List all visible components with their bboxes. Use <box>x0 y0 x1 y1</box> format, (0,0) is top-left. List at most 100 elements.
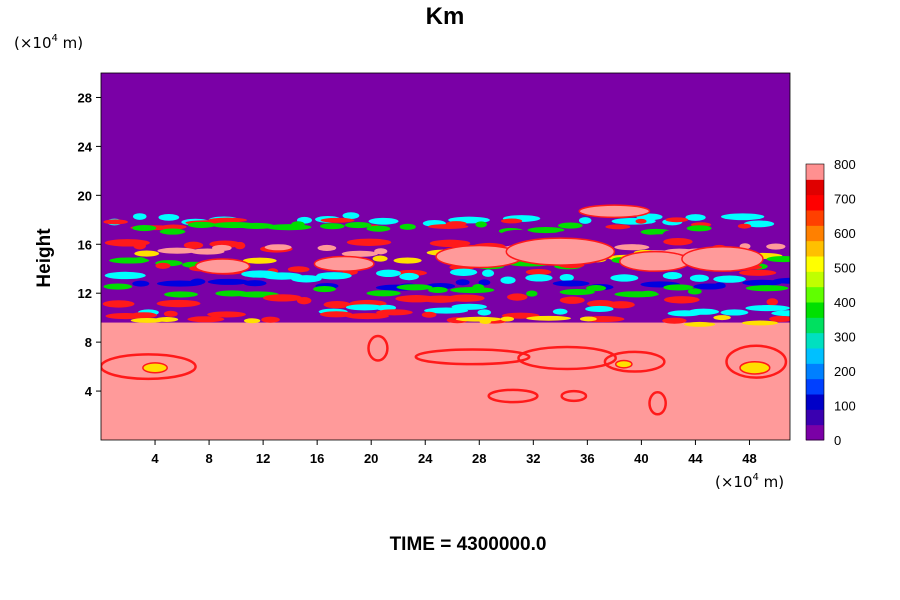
turbulence-blob <box>662 272 683 280</box>
colorbar-segment <box>806 302 824 318</box>
turbulence-blob <box>449 268 478 276</box>
turbulence-blob <box>446 294 485 302</box>
colorbar-tick-label: 800 <box>834 157 856 172</box>
turbulence-blob <box>745 285 789 292</box>
colorbar-frame <box>805 163 825 441</box>
turbulence-blob <box>207 278 250 285</box>
turbulence-blob <box>399 272 419 281</box>
x-tick-label: 44 <box>688 451 703 466</box>
colorbar-segment <box>806 164 824 180</box>
colorbar-segment <box>806 179 824 196</box>
turbulence-blob <box>605 224 631 230</box>
turbulence-blob <box>455 279 470 286</box>
turbulence-blob <box>610 274 639 282</box>
turbulence-blob <box>472 283 485 291</box>
turbulence-blob <box>291 275 322 283</box>
high-value-patch <box>578 204 651 219</box>
turbulence-blob <box>689 274 709 282</box>
turbulence-blob <box>103 283 133 290</box>
colorbar-tick-label: 300 <box>834 330 856 345</box>
turbulence-blob <box>665 217 689 223</box>
turbulence-blob <box>579 316 597 322</box>
turbulence-blob <box>478 279 491 286</box>
turbulence-blob <box>614 244 650 251</box>
turbulence-blob <box>720 309 749 316</box>
turbulence-blob <box>262 294 303 302</box>
turbulence-blob <box>346 238 392 246</box>
turbulence-blob <box>559 273 574 282</box>
turbulence-blob <box>635 218 647 224</box>
colorbar-tick-label: 0 <box>834 433 841 448</box>
colorbar-tick-label: 700 <box>834 192 856 207</box>
yellow-core <box>142 362 168 374</box>
turbulence-blob <box>663 284 694 291</box>
turbulence-blob <box>318 232 338 244</box>
x-tick-label: 12 <box>256 451 270 466</box>
turbulence-blob <box>605 234 622 246</box>
turbulence-blob <box>342 212 360 220</box>
colorbar-segment <box>806 194 824 211</box>
turbulence-blob <box>132 213 147 220</box>
turbulence-blob <box>132 224 157 232</box>
turbulence-blob <box>134 250 160 257</box>
colorbar-tick-label: 400 <box>834 295 856 310</box>
turbulence-blob <box>559 288 595 296</box>
turbulence-blob <box>500 218 523 224</box>
turbulence-blob <box>475 221 487 228</box>
turbulence-blob <box>287 266 310 273</box>
y-tick-label: 16 <box>78 237 92 252</box>
turbulence-blob <box>208 217 248 223</box>
turbulence-blob <box>320 217 355 223</box>
turbulence-blob <box>158 214 180 221</box>
turbulence-blob <box>159 228 186 235</box>
y-tick-label: 4 <box>85 384 93 399</box>
turbulence-blob <box>130 312 158 319</box>
x-tick-label: 4 <box>151 451 159 466</box>
turbulence-blob <box>323 300 351 309</box>
red-streak <box>725 344 788 379</box>
colorbar-segment <box>806 332 824 349</box>
y-tick-label: 20 <box>78 188 92 203</box>
turbulence-blob <box>183 241 204 249</box>
high-value-patch <box>194 258 251 275</box>
turbulence-blob <box>157 247 197 254</box>
turbulence-blob <box>448 230 466 242</box>
red-streak <box>414 348 531 366</box>
turbulence-blob <box>738 269 777 276</box>
turbulence-blob <box>526 290 538 297</box>
x-axis: 4 8 12 16 20 24 28 32 36 40 44 48 <box>151 440 757 466</box>
turbulence-blob <box>687 308 720 315</box>
turbulence-blob <box>662 317 687 324</box>
turbulence-blob <box>190 278 206 285</box>
turbulence-blob <box>479 319 492 324</box>
turbulence-blob <box>421 311 437 318</box>
x-tick-label: 32 <box>526 451 540 466</box>
turbulence-blob <box>345 304 384 311</box>
turbulence-blob <box>243 318 261 324</box>
y-axis-unit: (×104 m) <box>14 33 83 52</box>
turbulence-blob <box>737 223 752 229</box>
x-tick-label: 20 <box>364 451 378 466</box>
turbulence-blob <box>663 238 693 246</box>
x-tick-label: 16 <box>310 451 324 466</box>
turbulence-blob <box>451 303 487 310</box>
turbulence-blob <box>164 291 198 298</box>
turbulence-blob <box>741 320 779 326</box>
turbulence-blob <box>102 300 135 308</box>
turbulence-blob <box>320 311 353 318</box>
turbulence-blob <box>104 271 146 280</box>
colorbar-segment <box>806 286 824 303</box>
colorbar-segment <box>806 394 824 410</box>
turbulence-blob <box>552 308 568 315</box>
turbulence-blob <box>313 286 336 293</box>
colorbar-segment <box>806 210 824 226</box>
turbulence-blob <box>446 221 467 227</box>
turbulence-blob <box>766 243 786 250</box>
turbulence-blob <box>557 222 583 229</box>
turbulence-blob <box>366 225 391 232</box>
region-lower-high <box>101 322 790 440</box>
chart-title: Km <box>426 3 465 30</box>
turbulence-blob <box>482 269 495 277</box>
y-axis-label: Height <box>34 228 55 288</box>
turbulence-blob <box>455 316 502 322</box>
